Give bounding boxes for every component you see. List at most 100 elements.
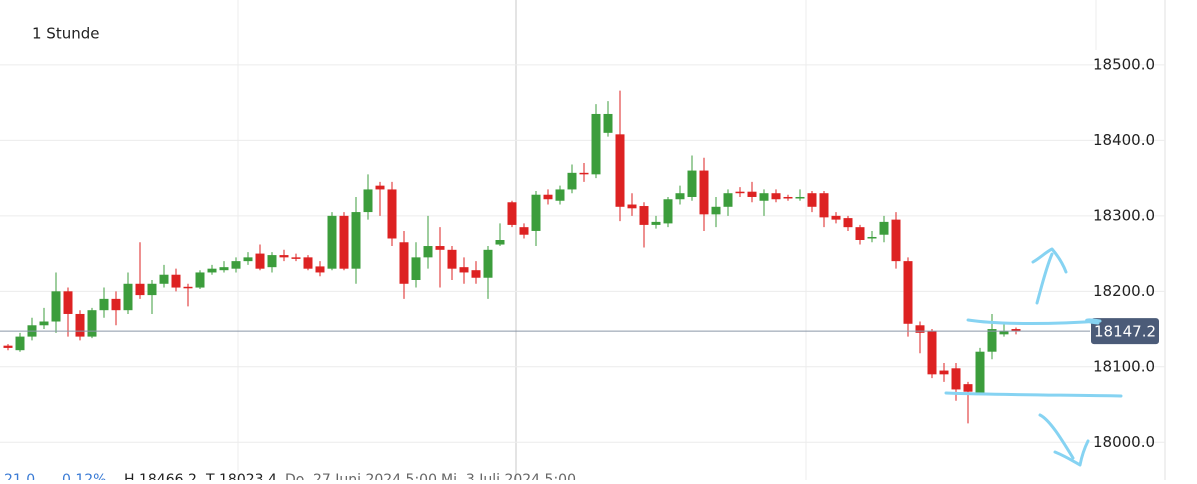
candle-body	[267, 255, 277, 268]
candle-body	[471, 270, 481, 278]
candle-body	[219, 267, 229, 271]
info-text: 0.12%	[62, 472, 106, 480]
candle-body	[327, 215, 337, 269]
annotation-up-arrow	[1035, 252, 1054, 305]
last-price-box	[1091, 318, 1159, 345]
candle-body	[747, 191, 757, 197]
annotation-arrowhead	[1053, 439, 1090, 467]
candle-body	[363, 189, 373, 213]
candle-body	[159, 274, 169, 284]
candle-body	[831, 215, 841, 220]
candle-body	[399, 242, 409, 284]
y-tick-label: 18300.0	[1093, 206, 1155, 224]
candle-body	[639, 206, 649, 225]
candle-body	[567, 172, 577, 190]
candle-body	[807, 193, 817, 207]
candle-body	[843, 218, 853, 228]
grid: 18000.0 18100.0 18200.0 18300.0 18400.0 18500…	[0, 55, 1165, 451]
candle-body	[783, 196, 793, 199]
candle-body	[111, 298, 121, 311]
candle-body	[699, 170, 709, 215]
candle-body	[987, 329, 997, 352]
annotation-down-arrow	[1038, 413, 1075, 460]
candle-body	[303, 257, 313, 269]
candle-body	[735, 191, 745, 194]
candle-body	[411, 257, 421, 280]
annotations	[944, 247, 1123, 467]
y-tick-label: 18100.0	[1093, 357, 1155, 375]
candle-body	[483, 249, 493, 278]
candle-body	[999, 331, 1009, 335]
annotation-line	[966, 318, 1102, 325]
last-price-label: 18147.2	[1094, 323, 1156, 341]
candle-body	[63, 291, 73, 314]
info-text: T 18023.4	[205, 472, 277, 480]
candle-body	[855, 227, 865, 240]
candle-body	[675, 193, 685, 200]
vertical-grid	[237, 0, 1097, 480]
candle-body	[171, 274, 181, 288]
candle-body	[243, 257, 253, 262]
candle-body	[579, 172, 589, 175]
candle-body	[255, 253, 265, 269]
candle-body	[687, 170, 697, 197]
candle-body	[963, 384, 973, 392]
candle-body	[15, 336, 25, 351]
candle-body	[3, 345, 13, 348]
interval-label: 1 Stunde	[32, 25, 99, 43]
y-tick-label: 18500.0	[1093, 55, 1155, 73]
annotation-arrowhead	[1031, 247, 1068, 274]
candle-body	[123, 283, 133, 311]
candle-body	[291, 257, 301, 259]
candle-body	[147, 283, 157, 296]
candle-body	[375, 185, 385, 190]
candle-body	[459, 267, 469, 273]
candle-body	[135, 283, 145, 296]
candle-body	[519, 227, 529, 235]
candle-body	[627, 204, 637, 209]
candle-body	[507, 202, 517, 225]
candle-body	[183, 286, 193, 289]
candle-body	[927, 331, 937, 375]
candle-body	[951, 368, 961, 390]
candle-body	[915, 325, 925, 333]
candle-body	[819, 193, 829, 218]
info-text: Do. 27 Juni 2024 5:00	[285, 472, 437, 480]
candle-body	[1011, 329, 1021, 332]
info-text: 21.0	[4, 472, 35, 480]
candle-body	[387, 189, 397, 239]
candle-body	[903, 261, 913, 324]
candle-body	[651, 221, 661, 225]
candle-body	[351, 212, 361, 269]
candle-body	[495, 240, 505, 245]
candle-body	[555, 189, 565, 201]
candle-body	[531, 194, 541, 231]
candle-body	[435, 246, 445, 250]
candle-body	[447, 249, 457, 269]
candle-body	[279, 255, 289, 258]
candle-body	[975, 351, 985, 394]
annotation-line	[944, 391, 1123, 398]
candle-body	[315, 266, 325, 273]
candle-body	[615, 134, 625, 207]
candle-body	[195, 272, 205, 288]
candle-body	[603, 113, 613, 133]
candle-body	[711, 206, 721, 215]
candle-body	[39, 321, 49, 326]
candle-body	[207, 268, 217, 273]
info-row: 21.0 0.12% H 18466.2 T 18023.4 Do. 27 Juni 2…	[4, 472, 576, 484]
candle-body	[51, 291, 61, 322]
candle-body	[99, 298, 109, 311]
candle-body	[87, 310, 97, 337]
y-tick-label: 18000.0	[1093, 433, 1155, 451]
info-text: H 18466.2	[124, 472, 197, 480]
candle-body	[879, 221, 889, 235]
candle-body	[795, 196, 805, 199]
candle-body	[663, 199, 673, 224]
y-tick-label: 18400.0	[1093, 131, 1155, 149]
candle-body	[759, 193, 769, 201]
candle-body	[939, 370, 949, 375]
candles	[3, 90, 1021, 424]
